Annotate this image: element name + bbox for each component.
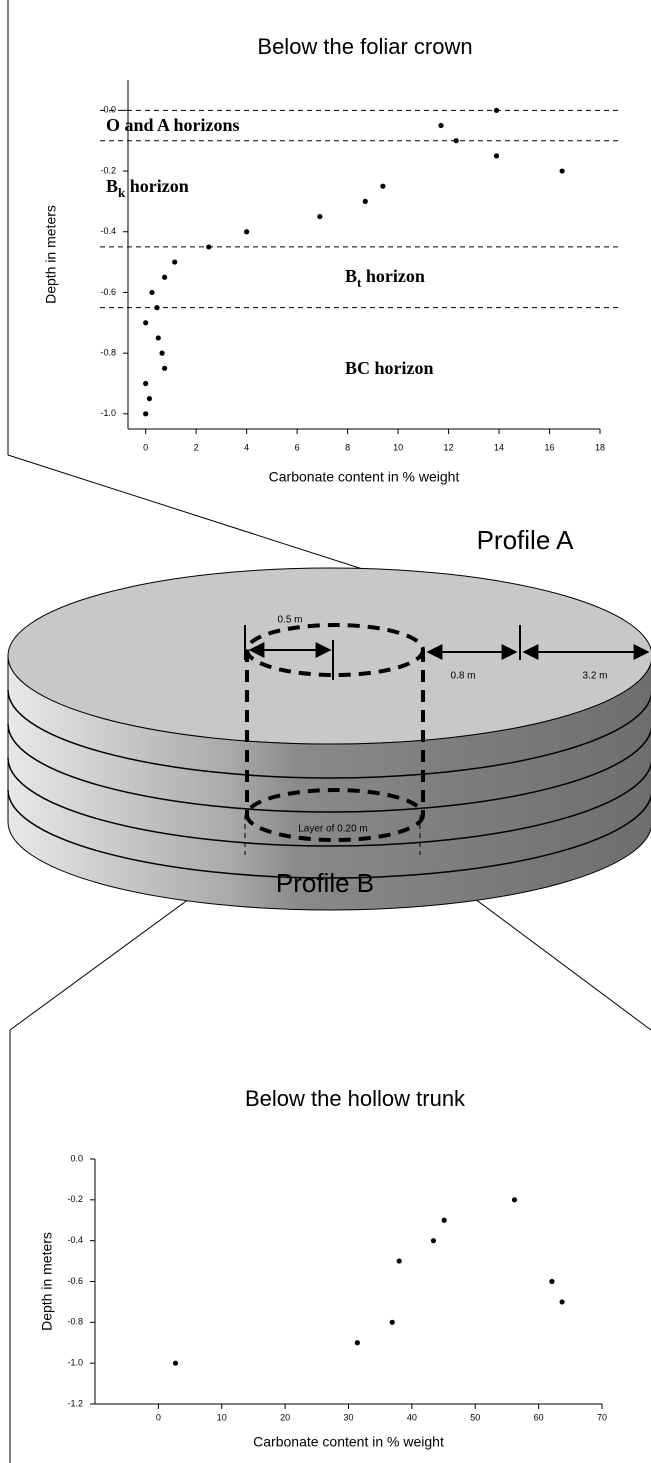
x-tick-label: 8: [345, 442, 350, 452]
x-tick-label: 60: [534, 1412, 544, 1422]
data-point: [380, 183, 386, 189]
data-point: [244, 229, 250, 235]
data-point: [317, 213, 323, 220]
data-point: [438, 122, 444, 129]
x-tick-label: 40: [407, 1412, 417, 1422]
y-tick-label: -1.2: [67, 1398, 83, 1408]
data-point: [441, 1217, 447, 1223]
data-point: [206, 244, 212, 250]
data-point: [154, 305, 160, 311]
horizon-text: BC horizon: [345, 358, 434, 378]
x-tick-label: 6: [295, 442, 300, 452]
profile-a: Profile A: [477, 525, 574, 555]
data-point: [143, 380, 149, 387]
data-point: [559, 168, 565, 174]
data-point: [559, 1299, 565, 1305]
y-tick-label: -0.8: [67, 1317, 83, 1327]
y-tick-label: -0.4: [67, 1235, 83, 1245]
data-point: [172, 259, 178, 265]
x-tick-label: 16: [545, 442, 555, 452]
x-axis-label: Carbonate content in % weight: [253, 1434, 444, 1450]
x-tick-label: 12: [444, 442, 454, 452]
y-tick-label: -0.4: [100, 226, 116, 236]
x-tick-label: 2: [194, 442, 199, 452]
y-axis-label: Depth in meters: [43, 205, 59, 304]
y-tick-label: -1.0: [67, 1358, 83, 1368]
x-tick-label: 4: [244, 442, 249, 452]
y-axis-label: Depth in meters: [39, 1232, 55, 1331]
x-tick-label: 50: [470, 1412, 480, 1422]
y-tick-label: 0.0: [70, 1153, 83, 1163]
data-point: [159, 350, 165, 356]
horizon-subscript: t: [357, 275, 362, 290]
chart-title: Below the foliar crown: [257, 34, 472, 59]
y-tick-label: 0.0: [103, 105, 116, 115]
y-tick-label: -0.6: [67, 1276, 83, 1286]
horizon-subscript: k: [118, 185, 126, 200]
outer-gap: 0.8 m: [450, 671, 475, 682]
outer-radius: 3.2 m: [582, 671, 607, 682]
data-point: [362, 198, 368, 204]
layer-label: Layer of 0.20 m: [298, 824, 367, 835]
profile-b: Profile B: [276, 868, 374, 898]
x-tick-label: 30: [343, 1412, 353, 1422]
data-point: [493, 107, 500, 113]
data-point: [161, 365, 168, 371]
horizon-label: Bt horizon: [345, 266, 425, 290]
inner-diameter: 0.5 m: [277, 615, 302, 626]
data-point: [493, 153, 500, 159]
horizon-text: O and A horizons: [106, 115, 240, 135]
horizon-text: horizon: [361, 266, 425, 286]
data-point: [146, 396, 153, 402]
y-tick-label: -0.2: [100, 165, 116, 175]
data-point: [389, 1319, 395, 1325]
x-tick-label: 18: [595, 442, 605, 452]
x-tick-label: 0: [156, 1412, 161, 1422]
data-point: [143, 411, 149, 417]
x-tick-label: 14: [494, 442, 504, 452]
horizon-label: BC horizon: [345, 358, 434, 378]
y-tick-label: -0.8: [100, 348, 116, 358]
data-point: [161, 274, 168, 280]
cylinder: [7, 567, 651, 911]
horizon-label: Bk horizon: [106, 176, 189, 200]
data-point: [172, 1360, 179, 1366]
horizon-label: O and A horizons: [106, 115, 240, 135]
y-tick-label: -0.2: [67, 1194, 83, 1204]
data-point: [149, 289, 155, 296]
data-point: [143, 320, 149, 326]
x-tick-label: 0: [143, 442, 148, 452]
data-point: [549, 1278, 555, 1285]
horizon-text: horizon: [125, 176, 189, 196]
y-tick-label: -0.6: [100, 287, 116, 297]
y-tick-label: -1.0: [100, 408, 116, 418]
data-point: [396, 1258, 402, 1264]
x-tick-label: 10: [393, 442, 403, 452]
x-axis-label: Carbonate content in % weight: [269, 469, 460, 485]
horizon-text: B: [106, 176, 118, 196]
x-tick-label: 70: [597, 1412, 607, 1422]
x-tick-label: 20: [280, 1412, 290, 1422]
data-point: [430, 1238, 437, 1244]
horizon-text: B: [345, 266, 357, 286]
x-tick-label: 10: [217, 1412, 227, 1422]
data-point: [155, 335, 161, 341]
data-point: [511, 1197, 518, 1203]
chart-title: Below the hollow trunk: [245, 1086, 466, 1111]
data-point: [354, 1340, 360, 1346]
data-point: [453, 138, 459, 144]
